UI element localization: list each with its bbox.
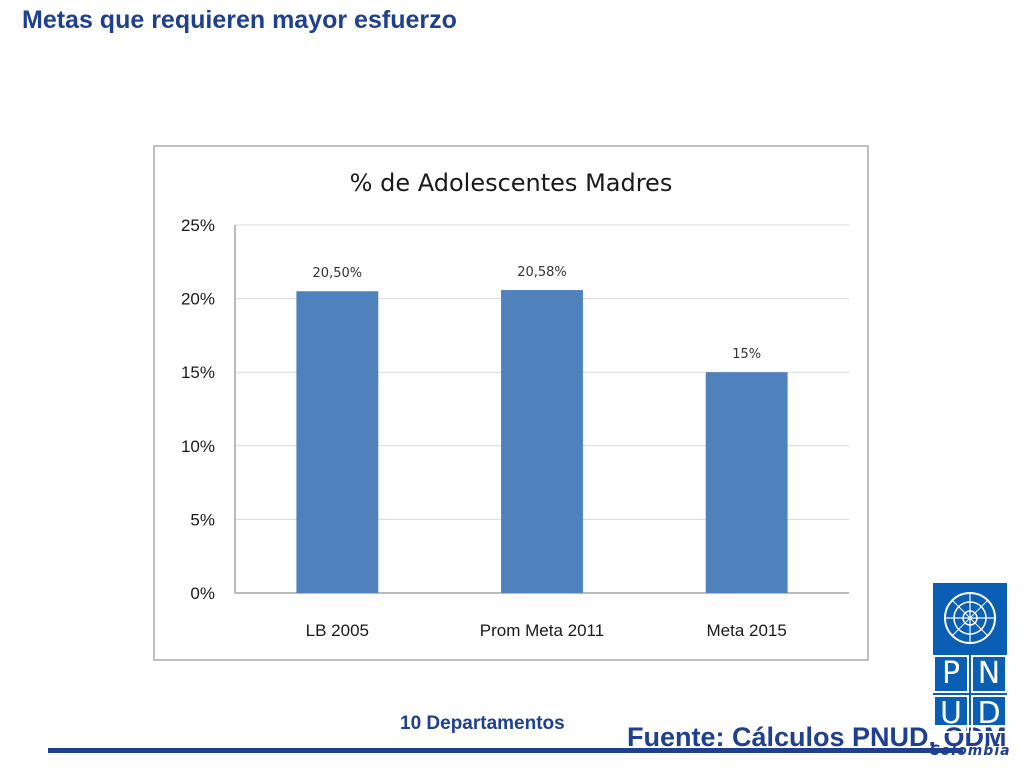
bars [296,290,788,593]
x-category-label: Prom Meta 2011 [480,621,604,640]
x-category-label: LB 2005 [306,621,369,640]
data-label: 20,58% [517,265,567,280]
x-category-label: Meta 2015 [706,621,786,640]
data-labels: 20,50% 20,58% 15% [313,265,762,362]
y-tick-label: 20% [181,290,215,309]
slide-subtitle: 10 Departamentos [400,713,565,734]
bar-chart: % de Adolescentes Madres 0% 5% 10% 15% 20% 25… [181,169,849,640]
bar [705,372,788,593]
bar [296,291,379,593]
y-tick-label: 5% [190,510,215,529]
bar [501,290,583,593]
data-label: 15% [732,347,761,362]
y-tick-label: 15% [181,363,215,382]
chart-title: % de Adolescentes Madres [350,169,673,197]
y-tick-label: 10% [181,437,215,456]
slide-title: Metas que requieren mayor esfuerzo [22,6,457,34]
pnud-logo: P N U D [933,583,1007,733]
footer-divider [48,748,963,753]
logo-letter: P [933,655,969,693]
logo-country: Colombia [929,743,1011,759]
logo-letter: U [933,695,969,733]
data-label: 20,50% [313,266,363,281]
y-axis-ticks: 0% 5% 10% 15% 20% 25% [181,216,215,603]
y-tick-label: 25% [181,216,215,235]
logo-letter: N [971,655,1007,693]
chart-frame: % de Adolescentes Madres 0% 5% 10% 15% 20% 25… [153,145,869,661]
x-axis-categories: LB 2005 Prom Meta 2011 Meta 2015 [306,621,787,640]
source-note: Fuente: Cálculos PNUD. ODM [627,722,1007,752]
logo-letter: D [971,695,1007,733]
logo-letters: P N U D [933,655,1007,733]
y-tick-label: 0% [190,584,215,603]
un-emblem-icon [944,592,996,644]
